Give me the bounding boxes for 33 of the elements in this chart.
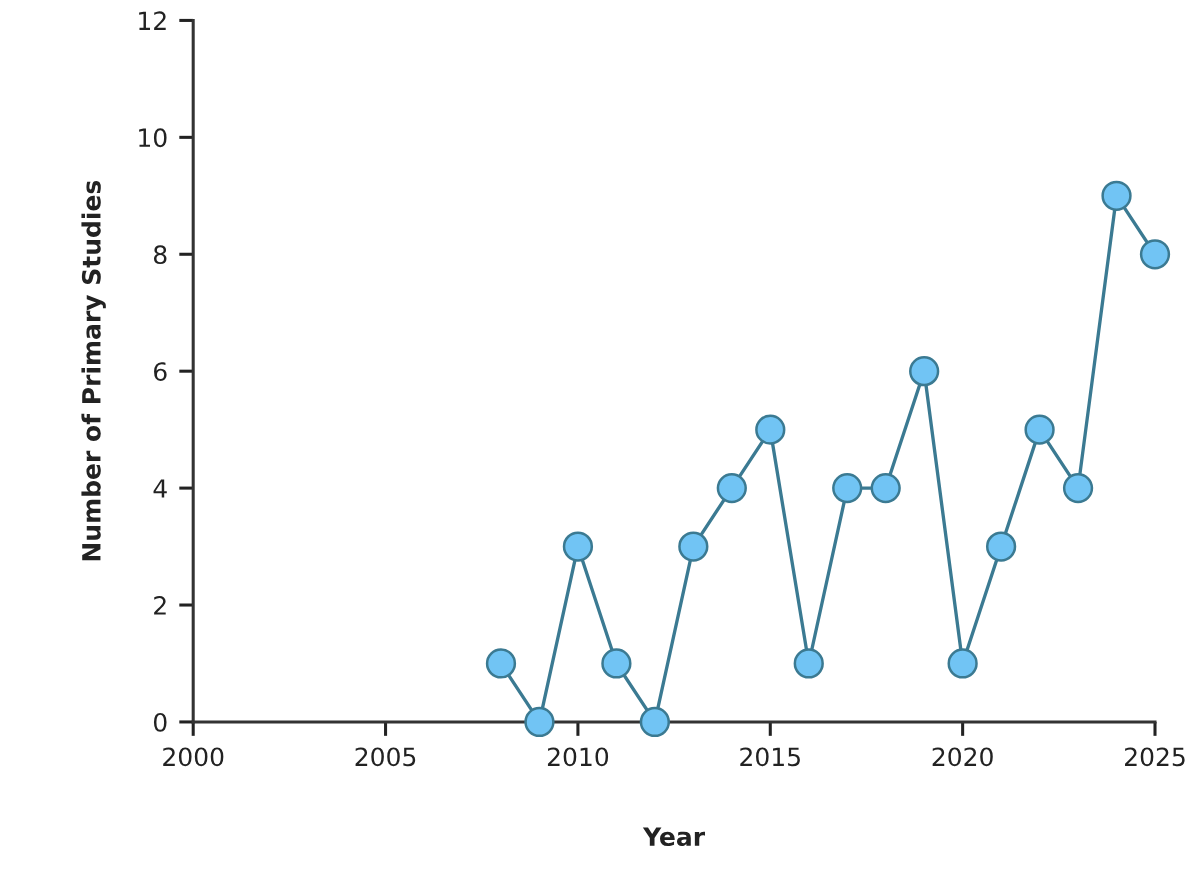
y-tick-label: 4 — [153, 479, 167, 498]
x-tick-label: 2015 — [740, 747, 800, 767]
y-tick-label: 0 — [153, 712, 167, 732]
y-tick-label: 12 — [139, 11, 166, 30]
y-tick-label: 2 — [154, 595, 166, 615]
point — [832, 472, 863, 504]
point — [870, 472, 901, 504]
point — [1101, 180, 1132, 211]
point — [1062, 472, 1094, 504]
point — [793, 648, 824, 679]
x-tick-label: 2000 — [163, 747, 224, 767]
y-axis-title: Number of Primary Studies — [81, 180, 106, 561]
x-tick-label: 2010 — [547, 747, 609, 767]
point — [1024, 414, 1055, 445]
point — [562, 531, 594, 562]
y-tick-label: 8 — [153, 245, 167, 265]
point — [947, 648, 978, 679]
point — [524, 706, 555, 738]
point — [678, 531, 709, 562]
x-tick-label: 2020 — [932, 747, 993, 767]
point — [485, 648, 517, 679]
y-tick-label: 6 — [154, 362, 167, 382]
point — [755, 414, 786, 445]
x-tick-label: 2005 — [355, 747, 416, 767]
point — [909, 356, 940, 387]
y-tick-label: 10 — [139, 128, 167, 148]
point — [1139, 239, 1171, 270]
point — [985, 531, 1017, 562]
point — [639, 706, 670, 738]
point — [716, 472, 747, 504]
x-axis-title: Year — [642, 827, 706, 847]
x-tick-label: 2025 — [1125, 747, 1185, 767]
point — [601, 648, 632, 679]
